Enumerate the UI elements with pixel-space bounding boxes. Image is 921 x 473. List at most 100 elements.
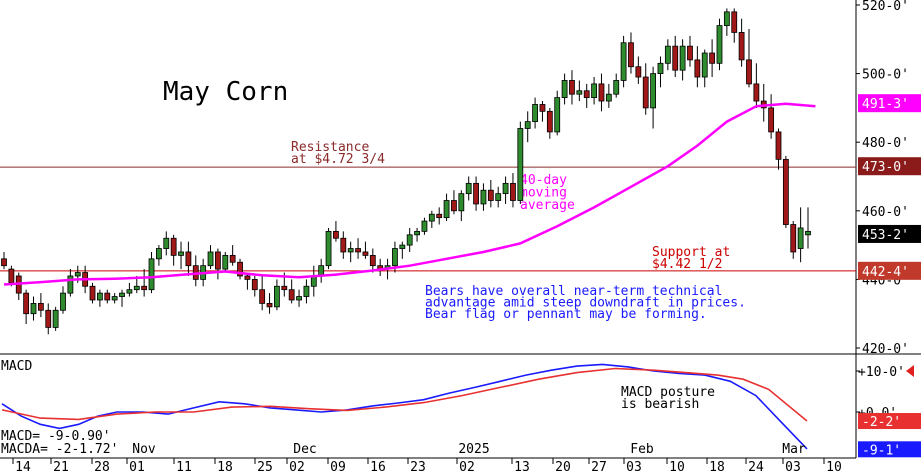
candle-body [45, 309, 52, 328]
macd-tag-label: -2-2' [862, 415, 901, 430]
candle-body [546, 110, 553, 133]
ma-label: average [520, 198, 575, 213]
macd-readout: MACD= -9-0.90' [1, 429, 111, 444]
candle-body [539, 104, 546, 112]
candle-body [443, 200, 450, 219]
x-tick-label: 02 [289, 460, 305, 473]
candle-body [281, 285, 288, 291]
candle-body [185, 251, 192, 267]
candle-body [598, 83, 605, 102]
candle-body [524, 121, 531, 129]
candle-body [251, 278, 258, 291]
y-tick-label: 480-0' [862, 136, 909, 151]
grid: 520-0'500-0'480-0'460-0'440-0'420-0' [0, 0, 921, 459]
candle-body [694, 59, 701, 78]
candle-body [244, 275, 251, 280]
x-tick-label: 03 [785, 460, 801, 473]
candle-body [37, 303, 44, 311]
macd-title: MACD [1, 359, 32, 374]
candle-body [458, 193, 465, 212]
candle-body [414, 230, 420, 236]
price-tag-box [858, 224, 921, 243]
candle-body [569, 80, 575, 95]
candle-body [111, 296, 118, 301]
price-tag-box [858, 94, 921, 113]
commentary-text: Bears have overall near-term technical [425, 284, 722, 299]
candle-body [510, 182, 516, 201]
x-tick-label: 14 [15, 460, 31, 473]
candle-body [23, 292, 30, 315]
price-tag-label: 453-2' [862, 228, 909, 243]
x-month-label: Nov [132, 442, 156, 457]
candle-body [74, 272, 81, 277]
x-tick-label: 23 [410, 460, 426, 473]
candle-body [399, 244, 406, 249]
macd-y-tick-label: +10-0' [858, 365, 905, 380]
candle-body [148, 258, 155, 291]
candle-body [650, 73, 657, 109]
candle-body [620, 42, 627, 81]
x-tick-label: 24 [748, 460, 764, 473]
candle-body [790, 224, 797, 253]
x-tick-label: 20 [555, 460, 571, 473]
candle-body [303, 285, 310, 297]
candle-body [52, 309, 59, 328]
price-tag-label: 442-4' [862, 265, 909, 280]
candle-body [207, 251, 214, 267]
candle-body [333, 230, 339, 239]
commentary-text: Bear flag or pennant may be forming. [425, 307, 707, 322]
candle-body [738, 32, 745, 61]
x-tick-label: 10 [669, 460, 685, 473]
y-tick-label: 420-0' [862, 342, 909, 357]
candle-body [274, 285, 280, 308]
candle-body [583, 90, 590, 99]
candle-body [731, 11, 738, 33]
candle-body [141, 285, 148, 291]
candle-body [642, 76, 649, 109]
y-tick-label: 520-0' [862, 0, 909, 14]
ma-label: 40-day [520, 173, 567, 188]
candle-body [753, 83, 760, 102]
candle-body [495, 193, 502, 201]
candle-body [60, 292, 66, 311]
candle-body [369, 254, 376, 267]
support-label: $4.42 1/2 [652, 257, 722, 272]
price-tag-label: 473-0' [862, 160, 909, 175]
candle-body [126, 289, 133, 294]
candle-body [421, 220, 428, 232]
x-month-label: Feb [630, 442, 654, 457]
candle-body [406, 234, 413, 246]
candle-body [473, 182, 479, 205]
candle-body [89, 285, 96, 301]
candle-body [554, 97, 561, 133]
candle-body [517, 128, 524, 201]
macd-annotation: is bearish [621, 397, 699, 412]
scroll-arrow-icon [906, 365, 914, 377]
candle-body [480, 189, 487, 205]
candle-body [133, 285, 140, 291]
candle-body [664, 45, 671, 64]
candle-body [229, 254, 236, 263]
price-tag-label: 491-3' [862, 97, 909, 112]
macd-readout: MACDA= -2-1.72' [1, 442, 118, 457]
price-tag-box [858, 157, 921, 176]
candle-body [96, 292, 103, 301]
candle-body [687, 45, 693, 61]
candle-body [178, 251, 184, 256]
chart-title: May Corn [163, 77, 288, 107]
price-tag-box [858, 261, 921, 280]
candle-body [628, 42, 634, 68]
candle-body [465, 182, 472, 195]
moving-average-line [3, 102, 816, 286]
y-tick-label: 460-0' [862, 205, 909, 220]
candle-body [591, 83, 597, 99]
macd-annotation: MACD posture [621, 385, 715, 400]
candle-body [805, 230, 811, 236]
x-tick-label: 03 [626, 460, 642, 473]
candle-body [1, 258, 7, 267]
candle-body [716, 25, 723, 64]
macd-panel: MACD+10-0'+0-0'-2-2'-9-1'MACD postureis … [1, 359, 921, 458]
x-month-label: Dec [293, 442, 316, 457]
